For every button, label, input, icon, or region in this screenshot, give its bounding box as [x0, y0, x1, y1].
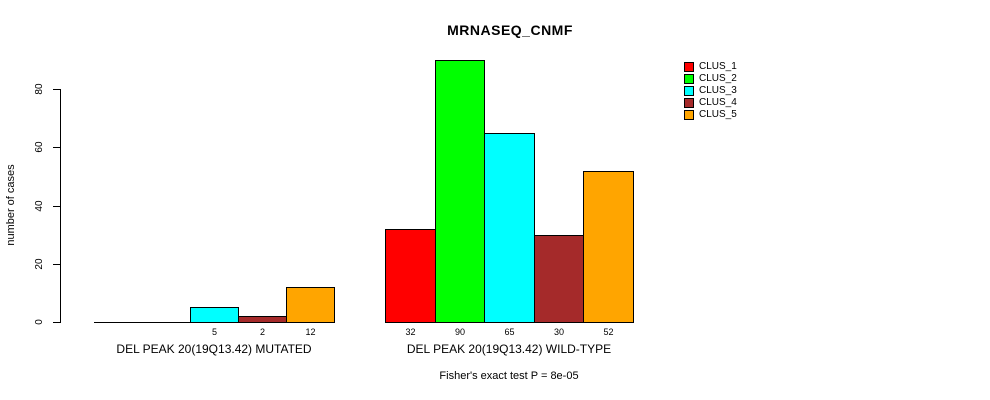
- bar-value-label: 30: [553, 327, 564, 337]
- fisher-test-annotation: Fisher's exact test P = 8e-05: [439, 370, 579, 382]
- bar-value-label: 65: [504, 327, 515, 337]
- y-axis-line: [60, 89, 61, 323]
- legend-swatch: [684, 74, 694, 84]
- bar-clus-5-group-1: [286, 287, 335, 323]
- y-axis-tick-label: 80: [34, 83, 45, 95]
- bar-clus-5-group-2: [583, 171, 634, 323]
- bar-value-label: 90: [454, 327, 465, 337]
- legend-item: CLUS_3: [684, 85, 737, 97]
- y-axis-tick-label: 0: [34, 319, 45, 325]
- y-axis-tick: [53, 206, 60, 207]
- bar-clus-4-group-2: [534, 235, 584, 323]
- legend-item-label: CLUS_1: [699, 61, 737, 72]
- bar-clus-3-group-1: [190, 307, 239, 323]
- bar-value-label: 2: [259, 327, 265, 337]
- legend-item: CLUS_1: [684, 61, 737, 73]
- bar-value-label: 32: [405, 327, 416, 337]
- y-axis-title: number of cases: [5, 164, 17, 246]
- legend: CLUS_1 CLUS_2 CLUS_3 CLUS_4 CLUS_5: [684, 61, 737, 121]
- x-category-label: DEL PEAK 20(19Q13.42) WILD-TYPE: [406, 342, 612, 356]
- bar-clus-1-group-2: [385, 229, 436, 323]
- bar-clus-4-group-1: [238, 316, 287, 323]
- legend-item-label: CLUS_2: [699, 73, 737, 84]
- legend-item: CLUS_2: [684, 73, 737, 85]
- bar-clus-3-group-2: [484, 133, 535, 323]
- legend-item-label: CLUS_5: [699, 109, 737, 120]
- legend-item: CLUS_4: [684, 97, 737, 109]
- y-axis-tick-label: 20: [34, 258, 45, 270]
- legend-item-label: CLUS_3: [699, 85, 737, 96]
- legend-swatch: [684, 62, 694, 72]
- legend-swatch: [684, 86, 694, 96]
- y-axis-tick: [53, 264, 60, 265]
- x-category-label: DEL PEAK 20(19Q13.42) MUTATED: [116, 342, 312, 356]
- legend-swatch: [684, 110, 694, 120]
- bar-value-label: 52: [603, 327, 614, 337]
- y-axis-tick: [53, 147, 60, 148]
- y-axis-tick-label: 60: [34, 141, 45, 153]
- legend-item: CLUS_5: [684, 109, 737, 121]
- bar-clus-2-group-2: [435, 60, 485, 323]
- bar-clus-2-group-1: [142, 322, 191, 323]
- chart-title: MRNASEQ_CNMF: [447, 22, 573, 38]
- legend-swatch: [684, 98, 694, 108]
- y-axis-tick: [53, 89, 60, 90]
- bar-value-label: 5: [211, 327, 217, 337]
- bar-value-label: 12: [305, 327, 316, 337]
- y-axis-tick-label: 40: [34, 200, 45, 212]
- y-axis-tick: [53, 322, 60, 323]
- bar-clus-1-group-1: [94, 322, 143, 323]
- legend-item-label: CLUS_4: [699, 97, 737, 108]
